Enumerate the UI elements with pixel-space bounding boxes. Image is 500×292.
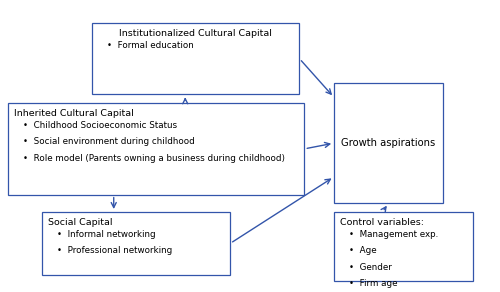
FancyBboxPatch shape	[334, 212, 472, 281]
Text: Social Capital: Social Capital	[48, 218, 113, 227]
Text: Growth aspirations: Growth aspirations	[342, 138, 436, 148]
FancyBboxPatch shape	[42, 212, 230, 275]
Text: •  Role model (Parents owning a business during childhood): • Role model (Parents owning a business …	[22, 154, 284, 163]
Text: •  Gender: • Gender	[349, 263, 392, 272]
Text: •  Age: • Age	[349, 246, 376, 255]
Text: Inherited Cultural Capital: Inherited Cultural Capital	[14, 109, 134, 118]
Text: Control variables:: Control variables:	[340, 218, 424, 227]
FancyBboxPatch shape	[8, 103, 304, 195]
FancyBboxPatch shape	[92, 23, 300, 94]
Text: Institutionalized Cultural Capital: Institutionalized Cultural Capital	[119, 29, 272, 38]
Text: •  Professional networking: • Professional networking	[57, 246, 172, 255]
Text: •  Informal networking: • Informal networking	[57, 230, 156, 239]
Text: •  Management exp.: • Management exp.	[349, 230, 438, 239]
FancyBboxPatch shape	[334, 83, 443, 203]
Text: •  Formal education: • Formal education	[106, 41, 194, 50]
Text: •  Childhood Socioeconomic Status: • Childhood Socioeconomic Status	[22, 121, 176, 130]
Text: •  Social environment during childhood: • Social environment during childhood	[22, 138, 194, 146]
Text: •  Firm age: • Firm age	[349, 279, 398, 288]
